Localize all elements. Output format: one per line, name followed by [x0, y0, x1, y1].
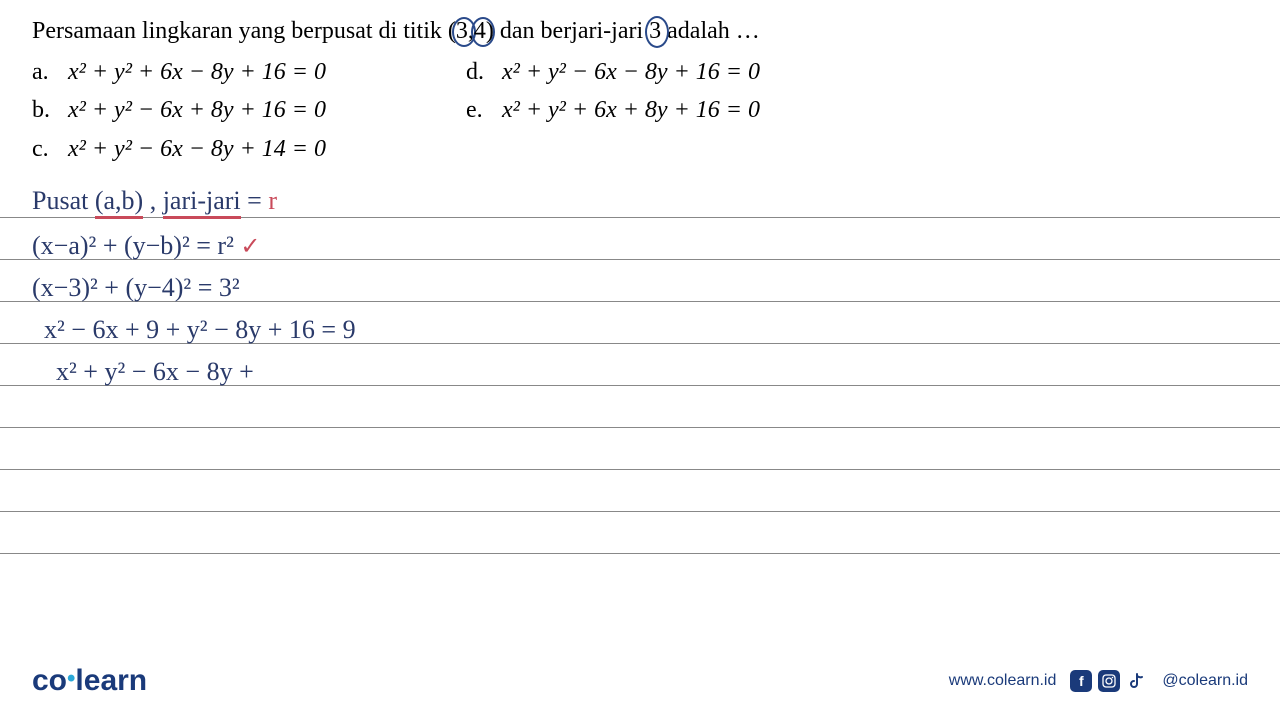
circled-coord-3: 3 — [456, 18, 468, 45]
option-b: b. x² + y² − 6x + 8y + 16 = 0 — [32, 91, 326, 129]
hw1-comma: , — [143, 186, 163, 215]
option-d-eq: x² + y² − 6x − 8y + 16 = 0 — [502, 59, 760, 85]
social-icons: f — [1070, 670, 1148, 692]
rule-1: Pusat (a,b) , jari-jari = r — [0, 176, 1280, 218]
hw-line-4: x² − 6x + 9 + y² − 8y + 16 = 9 — [44, 315, 356, 345]
rule-3: (x−3)² + (y−4)² = 3² — [0, 260, 1280, 302]
logo-learn: learn — [75, 664, 147, 697]
option-e-eq: x² + y² + 6x + 8y + 16 = 0 — [502, 97, 760, 123]
footer-right: www.colearn.id f @colearn.id — [949, 670, 1248, 692]
hw2-eq: (x−a)² + (y−b)² = r² — [32, 231, 234, 260]
option-b-eq: x² + y² − 6x + 8y + 16 = 0 — [68, 97, 326, 123]
content-area: Persamaan lingkaran yang berpusat di tit… — [0, 0, 1280, 554]
hw1-jari: jari-jari — [163, 186, 241, 219]
facebook-icon[interactable]: f — [1070, 670, 1092, 692]
hw1-pusat: Pusat — [32, 186, 95, 215]
option-b-label: b. — [32, 91, 62, 129]
options-left-col: a. x² + y² + 6x − 8y + 16 = 0 b. x² + y²… — [32, 53, 326, 168]
option-c: c. x² + y² − 6x − 8y + 14 = 0 — [32, 130, 326, 168]
rule-9 — [0, 512, 1280, 554]
ruled-work-area: Pusat (a,b) , jari-jari = r (x−a)² + (y−… — [32, 176, 1248, 554]
question-mid: ) dan berjari-jari — [486, 18, 649, 44]
options-container: a. x² + y² + 6x − 8y + 16 = 0 b. x² + y²… — [32, 53, 1248, 168]
check-icon: ✓ — [240, 234, 260, 260]
option-a-eq: x² + y² + 6x − 8y + 16 = 0 — [68, 59, 326, 85]
logo-dot-icon: • — [67, 665, 75, 692]
hw1-ab: (a,b) — [95, 186, 143, 219]
social-handle: @colearn.id — [1162, 672, 1248, 690]
option-e: e. x² + y² + 6x + 8y + 16 = 0 — [466, 91, 760, 129]
options-right-col: d. x² + y² − 6x − 8y + 16 = 0 e. x² + y²… — [466, 53, 760, 168]
option-c-eq: x² + y² − 6x − 8y + 14 = 0 — [68, 136, 326, 162]
hw1-r: r — [268, 186, 277, 216]
hw1-eq: = — [241, 186, 269, 215]
hw-line-5: x² + y² − 6x − 8y + — [56, 357, 254, 387]
option-d-label: d. — [466, 53, 496, 91]
option-c-label: c. — [32, 130, 62, 168]
logo-co: co — [32, 664, 67, 697]
option-d: d. x² + y² − 6x − 8y + 16 = 0 — [466, 53, 760, 91]
logo: co•learn — [32, 664, 147, 698]
rule-6 — [0, 386, 1280, 428]
hw-line-3: (x−3)² + (y−4)² = 3² — [32, 273, 240, 303]
question-suffix: adalah … — [661, 18, 760, 44]
question-prefix: Persamaan lingkaran yang berpusat di tit… — [32, 18, 456, 44]
rule-8 — [0, 470, 1280, 512]
website-url: www.colearn.id — [949, 672, 1057, 690]
tiktok-icon[interactable] — [1126, 670, 1148, 692]
rule-7 — [0, 428, 1280, 470]
hw-line-1: Pusat (a,b) , jari-jari = r — [32, 186, 277, 219]
footer: co•learn www.colearn.id f @colearn.id — [32, 664, 1248, 698]
question-text: Persamaan lingkaran yang berpusat di tit… — [32, 18, 1248, 45]
hw-line-2: (x−a)² + (y−b)² = r² ✓ — [32, 231, 260, 261]
rule-4: x² − 6x + 9 + y² − 8y + 16 = 9 — [0, 302, 1280, 344]
instagram-icon[interactable] — [1098, 670, 1120, 692]
option-e-label: e. — [466, 91, 496, 129]
rule-2: (x−a)² + (y−b)² = r² ✓ — [0, 218, 1280, 260]
circled-radius: 3 — [649, 18, 661, 45]
rule-5: x² + y² − 6x − 8y + — [0, 344, 1280, 386]
option-a: a. x² + y² + 6x − 8y + 16 = 0 — [32, 53, 326, 91]
circled-coord-4: 4 — [474, 18, 486, 45]
option-a-label: a. — [32, 53, 62, 91]
